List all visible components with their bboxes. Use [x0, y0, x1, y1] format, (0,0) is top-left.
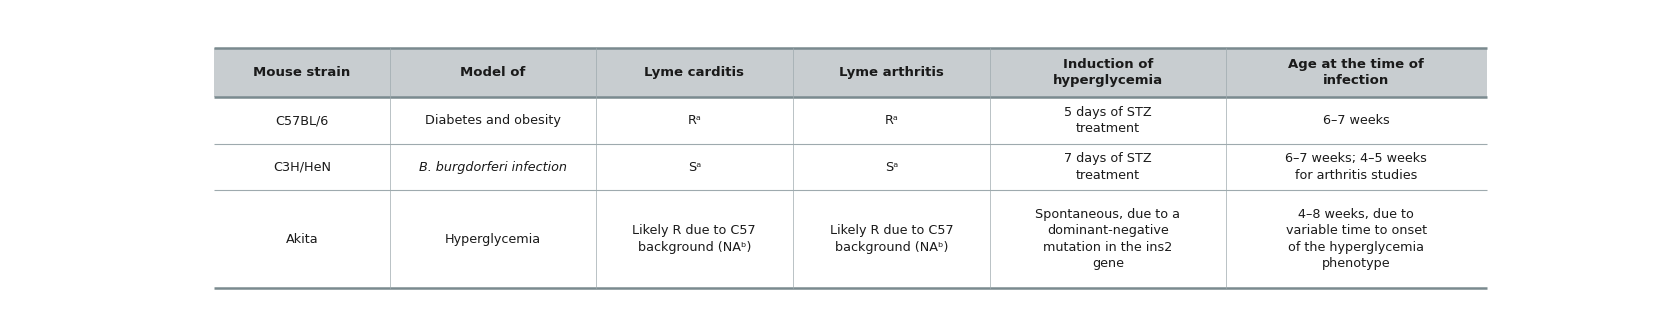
- Text: 5 days of STZ
treatment: 5 days of STZ treatment: [1063, 106, 1151, 135]
- Text: Model of: Model of: [460, 66, 526, 79]
- Bar: [990, 144, 1226, 190]
- Text: 4–8 weeks, due to
variable time to onset
of the hyperglycemia
phenotype: 4–8 weeks, due to variable time to onset…: [1286, 208, 1427, 270]
- Bar: [596, 98, 793, 144]
- Bar: [390, 144, 596, 190]
- Text: Lyme arthritis: Lyme arthritis: [839, 66, 944, 79]
- Bar: [214, 190, 390, 288]
- Bar: [793, 98, 990, 144]
- Bar: [214, 47, 390, 98]
- Bar: [1226, 47, 1486, 98]
- Text: 6–7 weeks: 6–7 weeks: [1322, 114, 1390, 127]
- Bar: [596, 47, 793, 98]
- Bar: [390, 190, 596, 288]
- Bar: [990, 47, 1226, 98]
- Bar: [793, 144, 990, 190]
- Text: C57BL/6: C57BL/6: [275, 114, 328, 127]
- Text: Rᵃ: Rᵃ: [884, 114, 899, 127]
- Text: Likely R due to C57
background (NAᵇ): Likely R due to C57 background (NAᵇ): [632, 224, 757, 254]
- Text: Rᵃ: Rᵃ: [687, 114, 702, 127]
- Text: Spontaneous, due to a
dominant-negative
mutation in the ins2
gene: Spontaneous, due to a dominant-negative …: [1035, 208, 1181, 270]
- Bar: [214, 98, 390, 144]
- Text: B. burgdorferi infection: B. burgdorferi infection: [418, 161, 567, 174]
- Bar: [793, 190, 990, 288]
- Bar: [1226, 98, 1486, 144]
- Bar: [990, 190, 1226, 288]
- Bar: [596, 144, 793, 190]
- Text: Hyperglycemia: Hyperglycemia: [445, 232, 541, 246]
- Text: Mouse strain: Mouse strain: [254, 66, 350, 79]
- Text: C3H/HeN: C3H/HeN: [274, 161, 330, 174]
- Bar: [214, 144, 390, 190]
- Bar: [990, 98, 1226, 144]
- Bar: [390, 98, 596, 144]
- Text: Lyme carditis: Lyme carditis: [644, 66, 745, 79]
- Bar: [793, 47, 990, 98]
- Text: Age at the time of
infection: Age at the time of infection: [1289, 58, 1423, 87]
- Text: Akita: Akita: [285, 232, 319, 246]
- Text: Likely R due to C57
background (NAᵇ): Likely R due to C57 background (NAᵇ): [830, 224, 954, 254]
- Bar: [1226, 144, 1486, 190]
- Bar: [390, 47, 596, 98]
- Text: 7 days of STZ
treatment: 7 days of STZ treatment: [1063, 152, 1151, 182]
- Text: Induction of
hyperglycemia: Induction of hyperglycemia: [1053, 58, 1163, 87]
- Bar: [1226, 190, 1486, 288]
- Text: Diabetes and obesity: Diabetes and obesity: [425, 114, 561, 127]
- Text: Sᵃ: Sᵃ: [884, 161, 898, 174]
- Text: Sᵃ: Sᵃ: [688, 161, 702, 174]
- Bar: [596, 190, 793, 288]
- Text: 6–7 weeks; 4–5 weeks
for arthritis studies: 6–7 weeks; 4–5 weeks for arthritis studi…: [1286, 152, 1427, 182]
